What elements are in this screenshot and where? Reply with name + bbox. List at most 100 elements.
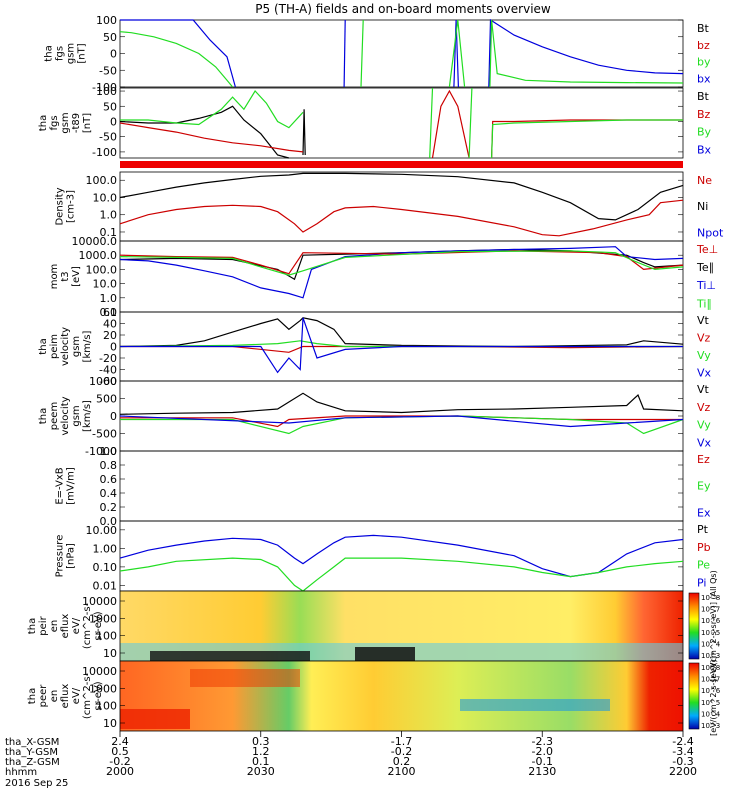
ylabel-peir-en-eflux: en xyxy=(49,620,60,633)
xaxis-value: -0.1 xyxy=(532,755,553,768)
ylabel-peim-velocity: gsm xyxy=(71,336,82,357)
ytick-label-fgs-gsm-t89: 0 xyxy=(110,115,117,128)
ylabel-fgs-gsm-t89: fgs xyxy=(49,115,60,130)
panel-pressure: 10.00 1.00 0.10 0.01 Pressure [nPa] Pt Pb Pe Pi xyxy=(55,520,711,592)
ytick-label-electric-field: 0.0 xyxy=(100,515,118,528)
ylabel-density: [cm-3] xyxy=(66,190,77,223)
legend-fgs-gsm-t89-Bt: Bt xyxy=(697,90,710,103)
legend-pressure-Pe: Pe xyxy=(697,559,710,572)
legend-fgs-gsm-t89-Bz: Bz xyxy=(697,108,711,121)
ylabel-electric-field: [mV/m] xyxy=(66,467,77,505)
colorbar-label-peer-en-eflux: [eV/(cm^2-s-sr-eV)] xyxy=(709,656,718,736)
ytick-label-electric-field: 0.2 xyxy=(100,501,118,514)
ylabel-moments-temp: [eV] xyxy=(71,266,82,287)
spectrogram-dropout-2 xyxy=(355,647,415,661)
ytick-label-peim-velocity: -20 xyxy=(99,352,117,365)
series-fgs-gsm-bx xyxy=(120,19,236,88)
ytick-label-peem-velocity: -500 xyxy=(92,428,117,441)
xaxis-value: -2.3 xyxy=(532,735,553,748)
spectrogram-high-energy-band xyxy=(190,669,300,687)
series-fgs-gsm-bx4 xyxy=(488,18,684,88)
colorbar-tick-peir-en-eflux: 10^5 xyxy=(701,629,720,637)
xaxis-value: 0.1 xyxy=(252,755,270,768)
legend-peem-velocity-Vt: Vt xyxy=(697,383,710,396)
ylabel-peem-velocity: peem xyxy=(49,402,60,430)
ytick-label-fgs-gsm: -50 xyxy=(99,64,117,77)
ylabel-peer-en-eflux: eV/ xyxy=(71,687,82,704)
xaxis-value: -2.0 xyxy=(532,745,553,758)
ytick-label-peim-velocity: -60 xyxy=(99,375,117,388)
ytick-label-electric-field: 0.6 xyxy=(100,473,118,486)
ytick-label-fgs-gsm-t89: -100 xyxy=(92,146,117,159)
colorbar-tick-peir-en-eflux: 10^4 xyxy=(701,640,721,648)
series-moments-temp-Ti_par xyxy=(119,250,684,276)
legend-pressure-Pb: Pb xyxy=(697,541,711,554)
ytick-label-pressure: 0.10 xyxy=(93,561,118,574)
legend-peim-velocity-Vt: Vt xyxy=(697,314,710,327)
ylabel-peem-velocity: gsm xyxy=(71,405,82,426)
colorbar-tick-peer-en-eflux: 10^5 xyxy=(701,699,720,707)
xaxis-row-label: tha_Z-GSM xyxy=(5,757,60,768)
ytick-label-peir-en-eflux: 10 xyxy=(103,647,117,660)
ytick-label-moments-temp: 1000.0 xyxy=(79,249,118,262)
ylabel-pressure: Pressure xyxy=(55,535,66,578)
spectrogram-low-energy-band xyxy=(120,709,190,729)
frame-electric-field xyxy=(119,450,684,522)
colorbar-peir-en-eflux xyxy=(688,592,700,660)
ylabel-peir-en-eflux: peir xyxy=(38,615,49,635)
colorbar-tick-peer-en-eflux: 10^6 xyxy=(701,687,721,695)
ytick-label-fgs-gsm-t89: 50 xyxy=(103,100,117,113)
legend-fgs-gsm-Bt: Bt xyxy=(697,22,710,35)
ylabel-fgs-gsm: tha xyxy=(44,45,55,61)
legend-peem-velocity-Vx: Vx xyxy=(697,436,712,449)
ytick-label-moments-temp: 100.0 xyxy=(86,263,118,276)
legend-density-Npot: Npot xyxy=(697,226,724,239)
ylabel-density: Density xyxy=(55,187,66,225)
xaxis-value: 1.2 xyxy=(252,745,270,758)
colorbar-tick-peer-en-eflux: 10^3 xyxy=(701,722,720,730)
series-peim-velocity-Vx xyxy=(120,317,683,374)
ylabel-peer-en-eflux: peer xyxy=(38,684,49,708)
ytick-label-peem-velocity: -1000 xyxy=(85,445,117,458)
legend-density-Ne: Ne xyxy=(697,174,712,187)
series-fgs-gsm-by4 xyxy=(489,19,684,88)
panel-fgs-gsm-t89: 100 50 0 -50 -100 tha fgs gsm -t89 [nT] Bt Bz By Bx xyxy=(38,85,712,159)
legend-fgs-gsm-bx: bx xyxy=(697,73,711,86)
series-pressure-Pe xyxy=(119,557,684,592)
legend-moments-temp-Te∥: Te∥ xyxy=(696,261,714,274)
ytick-label-peir-en-eflux: 1000 xyxy=(89,612,117,625)
spectrogram-blue-band xyxy=(460,699,610,711)
series-fgs-gsm-t89-Bz2 xyxy=(431,89,470,159)
ytick-label-peim-velocity: 60 xyxy=(103,306,117,319)
ytick-label-pressure: 0.01 xyxy=(93,579,118,592)
ylabel-peim-velocity: peim xyxy=(49,334,60,359)
ytick-label-peir-en-eflux: 100 xyxy=(96,630,117,643)
ylabel-pressure: [nPa] xyxy=(66,543,77,569)
frame-fgs-gsm xyxy=(119,19,684,88)
legend-pressure-Pi: Pi xyxy=(697,576,706,589)
series-fgs-gsm-by xyxy=(119,31,234,88)
legend-fgs-gsm-by: by xyxy=(697,56,711,69)
xaxis-value: 2200 xyxy=(669,765,697,778)
xaxis-row-label: 2016 Sep 25 xyxy=(5,778,68,789)
xaxis-value: 0.5 xyxy=(111,745,129,758)
legend-electric-field-Ey: Ey xyxy=(697,480,711,493)
ylabel-electric-field: E=-VxB xyxy=(55,467,66,504)
xaxis-value: -0.3 xyxy=(672,755,693,768)
ylabel-peer-en-eflux: tha xyxy=(27,688,38,704)
frame-fgs-gsm-t89 xyxy=(119,87,684,159)
xaxis-value: 2030 xyxy=(247,765,275,778)
xaxis-value: -3.4 xyxy=(672,745,693,758)
xaxis-value: 2000 xyxy=(106,765,134,778)
ylabel-fgs-gsm-t89: [nT] xyxy=(82,113,93,133)
colorbar-label-peir-en-eflux: [eV/(cm^2-s-sr-eV)] (All Qs) xyxy=(709,570,718,681)
series-fgs-gsm-bx3 xyxy=(453,19,459,88)
ytick-label-peim-velocity: -40 xyxy=(99,364,117,377)
ytick-label-moments-temp: 1.0 xyxy=(100,292,118,305)
ytick-label-fgs-gsm: -100 xyxy=(92,81,117,94)
series-fgs-gsm-t89-By xyxy=(120,90,304,129)
ytick-label-density: 0.1 xyxy=(100,226,118,239)
